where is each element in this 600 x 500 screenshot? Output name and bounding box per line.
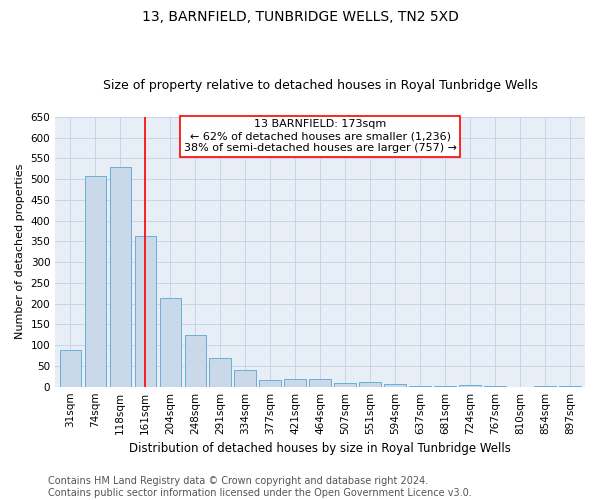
Bar bbox=[185, 335, 206, 386]
X-axis label: Distribution of detached houses by size in Royal Tunbridge Wells: Distribution of detached houses by size … bbox=[129, 442, 511, 455]
Bar bbox=[235, 370, 256, 386]
Bar bbox=[134, 236, 156, 386]
Text: Contains HM Land Registry data © Crown copyright and database right 2024.
Contai: Contains HM Land Registry data © Crown c… bbox=[48, 476, 472, 498]
Bar bbox=[284, 379, 306, 386]
Bar bbox=[110, 166, 131, 386]
Bar bbox=[385, 384, 406, 386]
Bar bbox=[310, 379, 331, 386]
Y-axis label: Number of detached properties: Number of detached properties bbox=[15, 164, 25, 340]
Bar bbox=[334, 382, 356, 386]
Title: Size of property relative to detached houses in Royal Tunbridge Wells: Size of property relative to detached ho… bbox=[103, 79, 538, 92]
Bar bbox=[59, 350, 81, 387]
Bar bbox=[359, 382, 380, 386]
Bar bbox=[460, 384, 481, 386]
Bar bbox=[85, 176, 106, 386]
Bar bbox=[259, 380, 281, 386]
Text: 13, BARNFIELD, TUNBRIDGE WELLS, TN2 5XD: 13, BARNFIELD, TUNBRIDGE WELLS, TN2 5XD bbox=[142, 10, 458, 24]
Bar bbox=[209, 358, 231, 386]
Text: 13 BARNFIELD: 173sqm
← 62% of detached houses are smaller (1,236)
38% of semi-de: 13 BARNFIELD: 173sqm ← 62% of detached h… bbox=[184, 120, 457, 152]
Bar bbox=[160, 298, 181, 386]
